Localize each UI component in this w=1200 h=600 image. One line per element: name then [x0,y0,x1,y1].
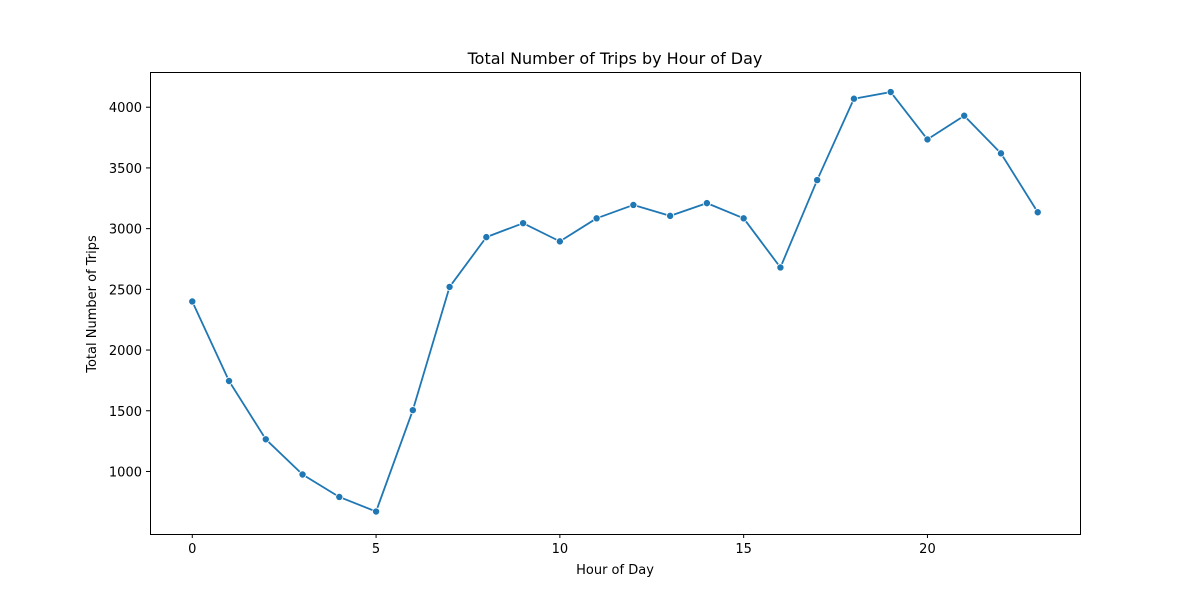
plot-area-frame [150,72,1081,535]
data-point [996,149,1005,158]
x-axis: 0 5 10 15 20 [188,534,936,557]
series-trips [188,88,1042,516]
data-point [225,377,234,386]
data-point [335,492,344,501]
x-tick-label: 0 [188,542,196,557]
x-tick-label: 15 [735,542,752,557]
data-point [849,94,858,103]
data-point [519,219,528,228]
x-tick-label: 5 [372,542,380,557]
data-point [960,111,969,120]
data-point [666,211,675,220]
data-point [886,88,895,97]
data-point [1033,208,1042,217]
data-point [702,199,711,208]
data-point [261,435,270,444]
y-tick-label: 1500 [109,405,142,420]
data-point [298,470,307,479]
data-point [813,176,822,185]
data-point [482,233,491,242]
data-point [372,507,381,516]
y-axis-label: Total Number of Trips [85,235,100,374]
y-tick-label: 2000 [109,344,142,359]
data-point [188,297,197,306]
y-tick-label: 2500 [109,283,142,298]
data-point [445,282,454,291]
y-tick-label: 1000 [109,465,142,480]
data-point [923,135,932,144]
y-axis: 1000 1500 2000 2500 3000 3500 4000 [109,101,150,480]
x-axis-label: Hour of Day [576,563,654,578]
data-point [408,406,417,415]
data-point [555,237,564,246]
x-tick-label: 10 [552,542,569,557]
series-line [191,91,1039,513]
data-point [592,214,601,223]
y-tick-label: 3500 [109,162,142,177]
y-tick-label: 3000 [109,223,142,238]
data-point [776,263,785,272]
data-point [739,214,748,223]
data-point [629,200,638,209]
chart-title: Total Number of Trips by Hour of Day [467,49,763,68]
y-tick-label: 4000 [109,101,142,116]
x-tick-label: 20 [919,542,936,557]
